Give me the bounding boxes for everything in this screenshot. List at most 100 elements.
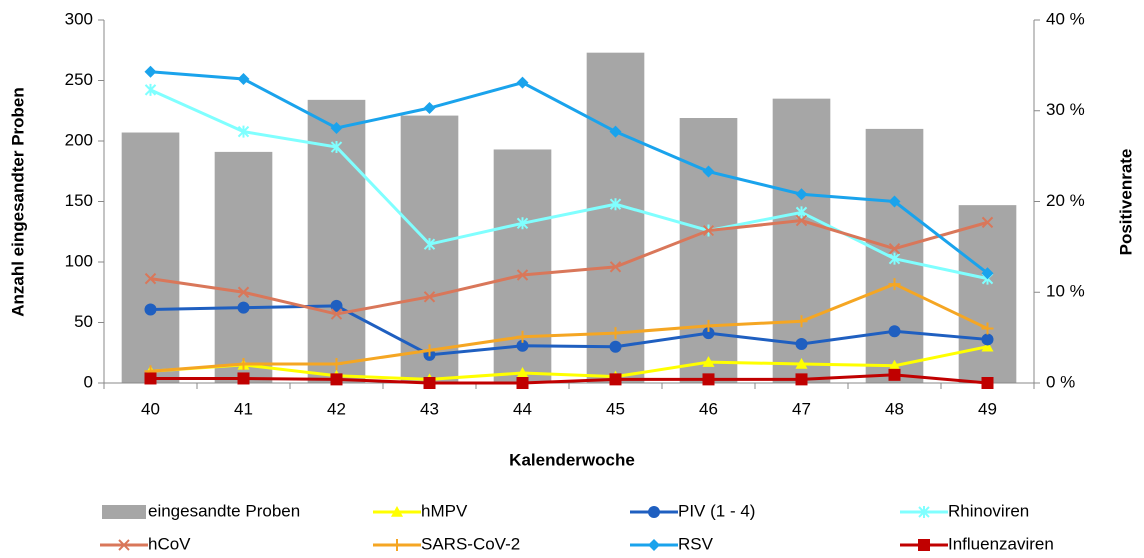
point-marker bbox=[516, 377, 529, 389]
point-marker bbox=[144, 372, 157, 385]
x-tick-label: 44 bbox=[513, 399, 532, 418]
point-marker bbox=[237, 372, 250, 385]
x-tick-label: 49 bbox=[978, 399, 997, 418]
y2-tick-label: 40 % bbox=[1046, 9, 1085, 28]
bar bbox=[121, 132, 180, 383]
point-marker bbox=[702, 165, 715, 178]
point-marker bbox=[330, 373, 343, 386]
point-marker bbox=[888, 242, 901, 255]
point-marker bbox=[795, 206, 808, 219]
point-marker bbox=[702, 373, 715, 386]
point-marker bbox=[609, 125, 622, 138]
legend-marker bbox=[918, 539, 930, 551]
point-marker bbox=[795, 315, 808, 328]
point-marker bbox=[237, 357, 250, 370]
point-marker bbox=[423, 238, 436, 251]
point-marker bbox=[702, 356, 715, 367]
y-tick-label: 300 bbox=[65, 9, 93, 28]
point-marker bbox=[795, 214, 808, 227]
point-marker bbox=[237, 125, 250, 138]
point-marker bbox=[516, 217, 529, 230]
point-marker bbox=[330, 121, 343, 134]
point-marker bbox=[795, 188, 808, 201]
legend-label: Influenzaviren bbox=[948, 534, 1054, 553]
legend-swatch bbox=[102, 505, 146, 519]
legend-marker bbox=[391, 506, 403, 517]
point-marker bbox=[516, 367, 529, 378]
point-marker bbox=[330, 141, 343, 154]
legend-label: hCoV bbox=[148, 534, 191, 553]
point-marker bbox=[144, 272, 157, 285]
x-tick-label: 41 bbox=[234, 399, 253, 418]
point-marker bbox=[237, 301, 250, 314]
x-tick-label: 43 bbox=[420, 399, 439, 418]
legend-label: SARS-CoV-2 bbox=[421, 534, 520, 553]
series-line bbox=[150, 219, 988, 316]
point-marker bbox=[516, 76, 529, 89]
legend-marker bbox=[391, 539, 403, 551]
point-marker bbox=[888, 368, 901, 381]
x-tick-label: 47 bbox=[792, 399, 811, 418]
legend-label: eingesandte Proben bbox=[148, 501, 300, 520]
point-marker bbox=[609, 198, 622, 211]
point-marker bbox=[981, 322, 994, 335]
y-axis-title: Anzahl eingesandter Proben bbox=[8, 87, 27, 317]
y-tick-label: 50 bbox=[74, 312, 93, 331]
point-marker bbox=[516, 269, 529, 281]
x-tick-label: 42 bbox=[327, 399, 346, 418]
bar bbox=[772, 98, 831, 384]
x-tick-label: 40 bbox=[141, 399, 160, 418]
bar bbox=[214, 151, 273, 383]
y-tick-label: 100 bbox=[65, 251, 93, 270]
point-marker bbox=[888, 252, 901, 265]
point-marker bbox=[981, 216, 994, 229]
legend-marker bbox=[648, 506, 660, 518]
y2-tick-label: 10 % bbox=[1046, 282, 1085, 301]
point-marker bbox=[237, 72, 250, 85]
y2-tick-label: 30 % bbox=[1046, 100, 1085, 119]
point-marker bbox=[423, 291, 436, 303]
point-marker bbox=[888, 359, 901, 371]
point-marker bbox=[330, 308, 343, 320]
point-marker bbox=[795, 373, 808, 386]
series-line bbox=[150, 345, 988, 381]
point-marker bbox=[981, 333, 994, 346]
point-marker bbox=[609, 340, 622, 353]
point-marker bbox=[702, 224, 715, 237]
point-marker bbox=[981, 267, 994, 280]
x-axis-title: Kalenderwoche bbox=[509, 450, 635, 469]
y-tick-label: 200 bbox=[65, 130, 93, 149]
x-tick-label: 48 bbox=[885, 399, 904, 418]
series-line bbox=[150, 373, 988, 385]
point-marker bbox=[795, 337, 808, 350]
point-marker bbox=[795, 357, 808, 369]
series-line bbox=[150, 282, 989, 373]
point-marker bbox=[144, 303, 157, 316]
point-marker bbox=[237, 286, 250, 298]
point-marker bbox=[423, 377, 436, 389]
series-line bbox=[149, 88, 988, 281]
point-marker bbox=[144, 65, 157, 78]
y2-tick-label: 0 % bbox=[1046, 372, 1075, 391]
legend-marker bbox=[648, 539, 660, 551]
point-marker bbox=[609, 373, 622, 386]
point-marker bbox=[144, 83, 157, 96]
y-tick-label: 150 bbox=[65, 191, 93, 210]
y2-axis-title: Positivenrate bbox=[1116, 149, 1135, 256]
x-tick-label: 45 bbox=[606, 399, 625, 418]
legend-label: PIV (1 - 4) bbox=[678, 501, 755, 520]
legend-label: hMPV bbox=[421, 501, 468, 520]
point-marker bbox=[981, 377, 994, 389]
point-marker bbox=[516, 330, 529, 343]
series-line bbox=[150, 304, 988, 357]
point-marker bbox=[888, 278, 901, 291]
point-marker bbox=[330, 357, 343, 370]
point-marker bbox=[423, 344, 436, 357]
point-marker bbox=[888, 325, 901, 338]
point-marker bbox=[516, 339, 529, 352]
point-marker bbox=[888, 195, 901, 208]
point-marker bbox=[609, 261, 622, 273]
y-tick-label: 0 bbox=[84, 372, 93, 391]
point-marker bbox=[423, 102, 436, 115]
